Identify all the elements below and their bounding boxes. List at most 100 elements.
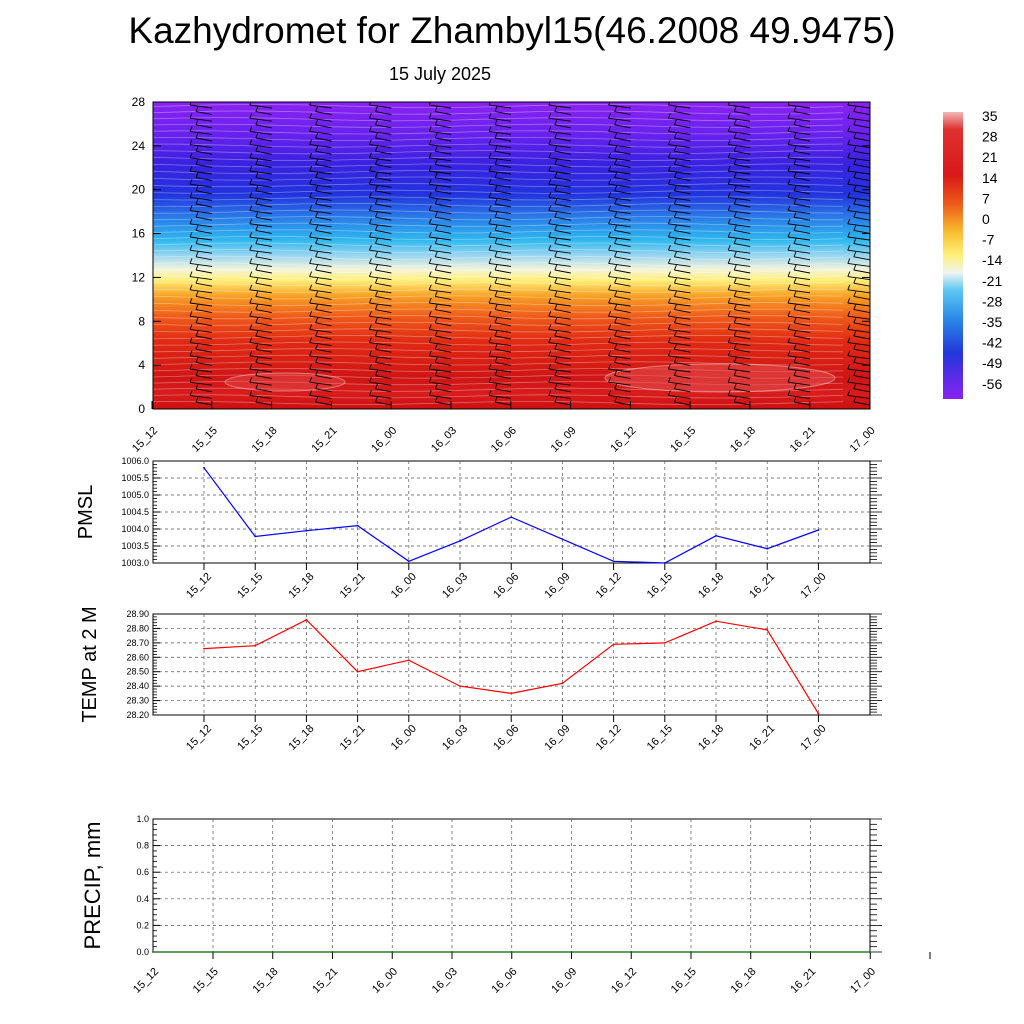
wind-barb-feather — [667, 126, 671, 132]
wind-barb — [793, 322, 811, 327]
heatmap-x-tick-label: 15_21 — [309, 425, 339, 455]
wind-barb — [853, 137, 870, 142]
heatmap-y-tick-label: 12 — [132, 270, 146, 284]
wind-barb-feather — [667, 324, 671, 330]
heatmap-contour — [153, 242, 844, 247]
wind-barb — [787, 210, 811, 215]
wind-barb-feather — [787, 271, 791, 277]
wind-barb-feather — [255, 291, 259, 297]
wind-barb — [787, 183, 811, 188]
wind-barb-feather — [494, 251, 498, 257]
wind-barb-feather — [548, 245, 552, 251]
wind-barb — [255, 335, 272, 340]
wind-barb-feather — [614, 146, 618, 152]
wind-barb — [195, 190, 213, 195]
wind-barb — [375, 137, 392, 142]
wind-barb-feather — [255, 357, 259, 363]
wind-barb — [787, 104, 811, 109]
heatmap-y-tick-label: 0 — [138, 402, 145, 416]
wind-barb — [793, 190, 811, 195]
wind-barb-feather — [189, 218, 193, 224]
wind-barb-feather — [428, 126, 432, 132]
wind-barb-feather — [673, 159, 677, 165]
wind-barb — [309, 328, 332, 333]
wind-barb — [309, 276, 332, 281]
wind-barb-feather — [554, 344, 558, 350]
wind-barb-feather — [667, 271, 671, 277]
wind-barb — [608, 342, 631, 347]
pmsl-x-tick-label: 15_18 — [286, 571, 316, 601]
wind-barb-feather — [793, 278, 797, 284]
wind-barb-feather — [189, 337, 193, 343]
wind-barb — [614, 163, 631, 168]
wind-barb-feather — [195, 304, 199, 310]
wind-barb — [668, 210, 691, 215]
wind-barb — [608, 262, 631, 267]
wind-barb-feather — [374, 146, 378, 152]
wind-barb — [728, 368, 751, 373]
wind-barb — [255, 203, 272, 208]
temp-data-point — [305, 618, 308, 621]
wind-barb-feather — [673, 396, 677, 403]
temp-y-tick-label: 28.70 — [126, 638, 149, 648]
temp-panel: 28.20 28.30 28.40 28.50 28.60 28.70 28.80 28.90… — [79, 606, 882, 753]
wind-barb — [548, 130, 571, 135]
pmsl-data-point — [766, 547, 769, 550]
temp-data-point — [663, 642, 666, 644]
wind-barb — [548, 196, 571, 201]
wind-barb-feather — [195, 106, 199, 112]
wind-barb-feather — [847, 363, 851, 370]
wind-barb-feather — [793, 172, 797, 178]
temp-y-tick-label: 28.90 — [126, 609, 149, 619]
wind-barb — [847, 183, 870, 188]
wind-barb-feather — [195, 317, 199, 323]
heatmap-contour — [153, 348, 844, 353]
wind-barb — [488, 130, 512, 135]
wind-barb — [548, 117, 571, 122]
wind-barb-feather — [494, 212, 498, 218]
wind-barb — [429, 249, 452, 254]
wind-barb-feather — [249, 218, 253, 224]
wind-barb-feather — [488, 271, 492, 277]
wind-barb-feather — [189, 179, 193, 185]
wind-barb — [488, 236, 512, 241]
wind-barb — [548, 223, 571, 228]
heatmap-contour — [153, 301, 844, 307]
wind-barb-feather — [315, 304, 319, 310]
wind-barb — [488, 249, 512, 254]
wind-barb-feather — [428, 324, 432, 330]
wind-barb — [255, 137, 272, 142]
heatmap-contour — [153, 255, 844, 260]
wind-barb — [255, 348, 272, 353]
wind-barb — [554, 150, 571, 155]
heatmap-contour — [153, 334, 844, 340]
wind-barb — [309, 104, 332, 109]
wind-barb-feather — [488, 152, 492, 158]
wind-barb — [189, 117, 213, 122]
wind-barb — [315, 335, 332, 340]
wind-barb — [554, 361, 571, 366]
wind-barb — [435, 309, 452, 314]
wind-barb — [488, 355, 512, 360]
wind-barb — [429, 157, 452, 162]
wind-barb-feather — [309, 337, 313, 343]
wind-barb — [668, 236, 691, 241]
precip-x-tick-label: 15_18 — [251, 966, 281, 996]
wind-barb-feather — [315, 344, 319, 350]
wind-barb — [793, 361, 811, 366]
wind-barb — [494, 335, 512, 340]
wind-barb — [554, 388, 571, 393]
wind-barb — [189, 183, 213, 188]
wind-barb — [189, 289, 213, 294]
wind-barb-feather — [733, 106, 737, 112]
wind-barb-feather — [249, 297, 253, 304]
wind-barb — [375, 348, 392, 353]
wind-barb-feather — [255, 212, 259, 218]
wind-barb-feather — [249, 350, 253, 356]
wind-barb-feather — [195, 278, 199, 284]
wind-barb-feather — [374, 212, 378, 218]
wind-barb — [255, 229, 272, 234]
wind-barb-feather — [793, 106, 797, 112]
wind-barb — [787, 394, 811, 399]
wind-barb-feather — [853, 344, 857, 350]
